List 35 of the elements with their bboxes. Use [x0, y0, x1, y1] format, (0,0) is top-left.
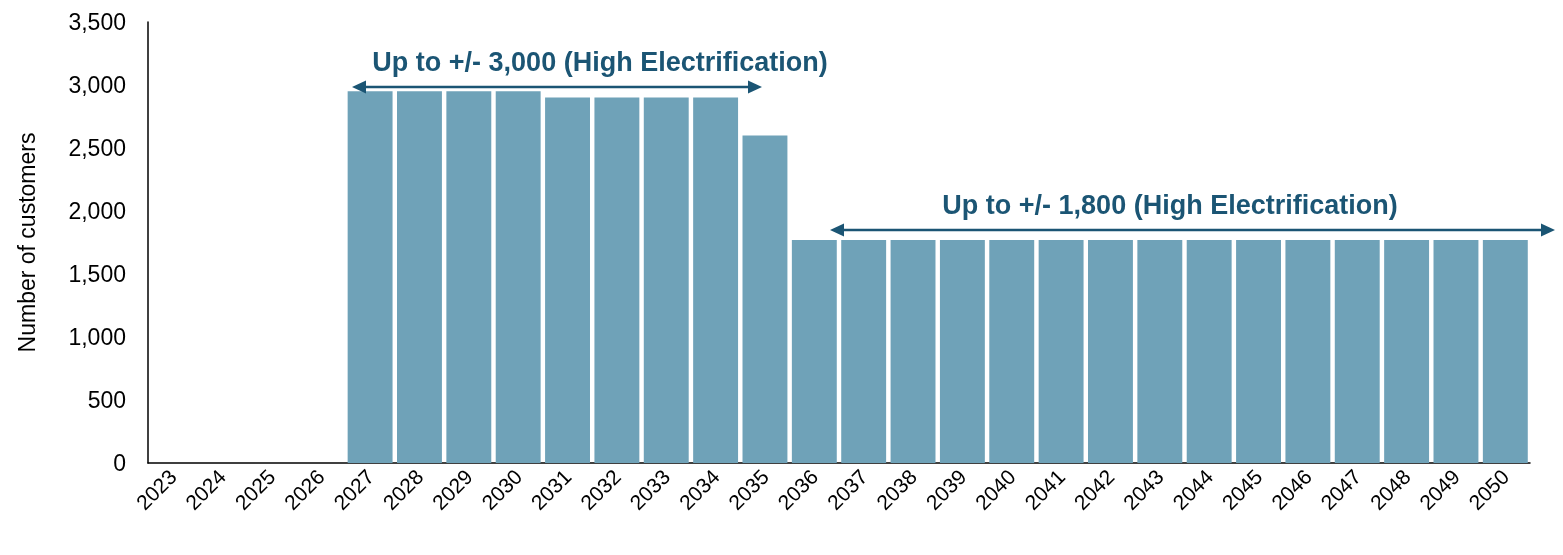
y-tick-label: 0: [113, 450, 126, 476]
bar: [693, 97, 739, 463]
bar: [1088, 239, 1133, 463]
bar: [397, 91, 442, 463]
y-tick-label: 500: [87, 387, 126, 413]
y-tick-label: 3,500: [68, 9, 126, 35]
bar: [1334, 239, 1380, 463]
y-tick-label: 2,500: [68, 135, 126, 161]
bar: [545, 97, 590, 463]
y-tick-label: 1,500: [68, 261, 126, 287]
bar: [841, 239, 887, 463]
bar: [1285, 239, 1331, 463]
annotation: Up to +/- 3,000 (High Electrification): [372, 46, 828, 77]
bar: [989, 239, 1035, 463]
annotation: Up to +/- 1,800 (High Electrification): [942, 189, 1398, 220]
bar: [791, 239, 837, 463]
y-tick-label: 1,000: [68, 324, 126, 350]
bar: [1186, 239, 1232, 463]
bar: [643, 97, 689, 463]
y-tick-label: 3,000: [68, 72, 126, 98]
bar: [890, 239, 936, 463]
bar: [495, 91, 541, 463]
y-axis-title: Number of customers: [13, 132, 40, 353]
bar: [1137, 239, 1183, 463]
bar: [1482, 239, 1528, 463]
bar: [1384, 239, 1430, 463]
bar: [1038, 239, 1084, 463]
bar: [742, 135, 788, 463]
bar: [446, 91, 492, 463]
bar: [347, 91, 393, 463]
bar: [594, 97, 640, 463]
bar: [939, 239, 985, 463]
bar: [1433, 239, 1479, 463]
bar: [1236, 239, 1281, 463]
y-tick-label: 2,000: [68, 198, 126, 224]
